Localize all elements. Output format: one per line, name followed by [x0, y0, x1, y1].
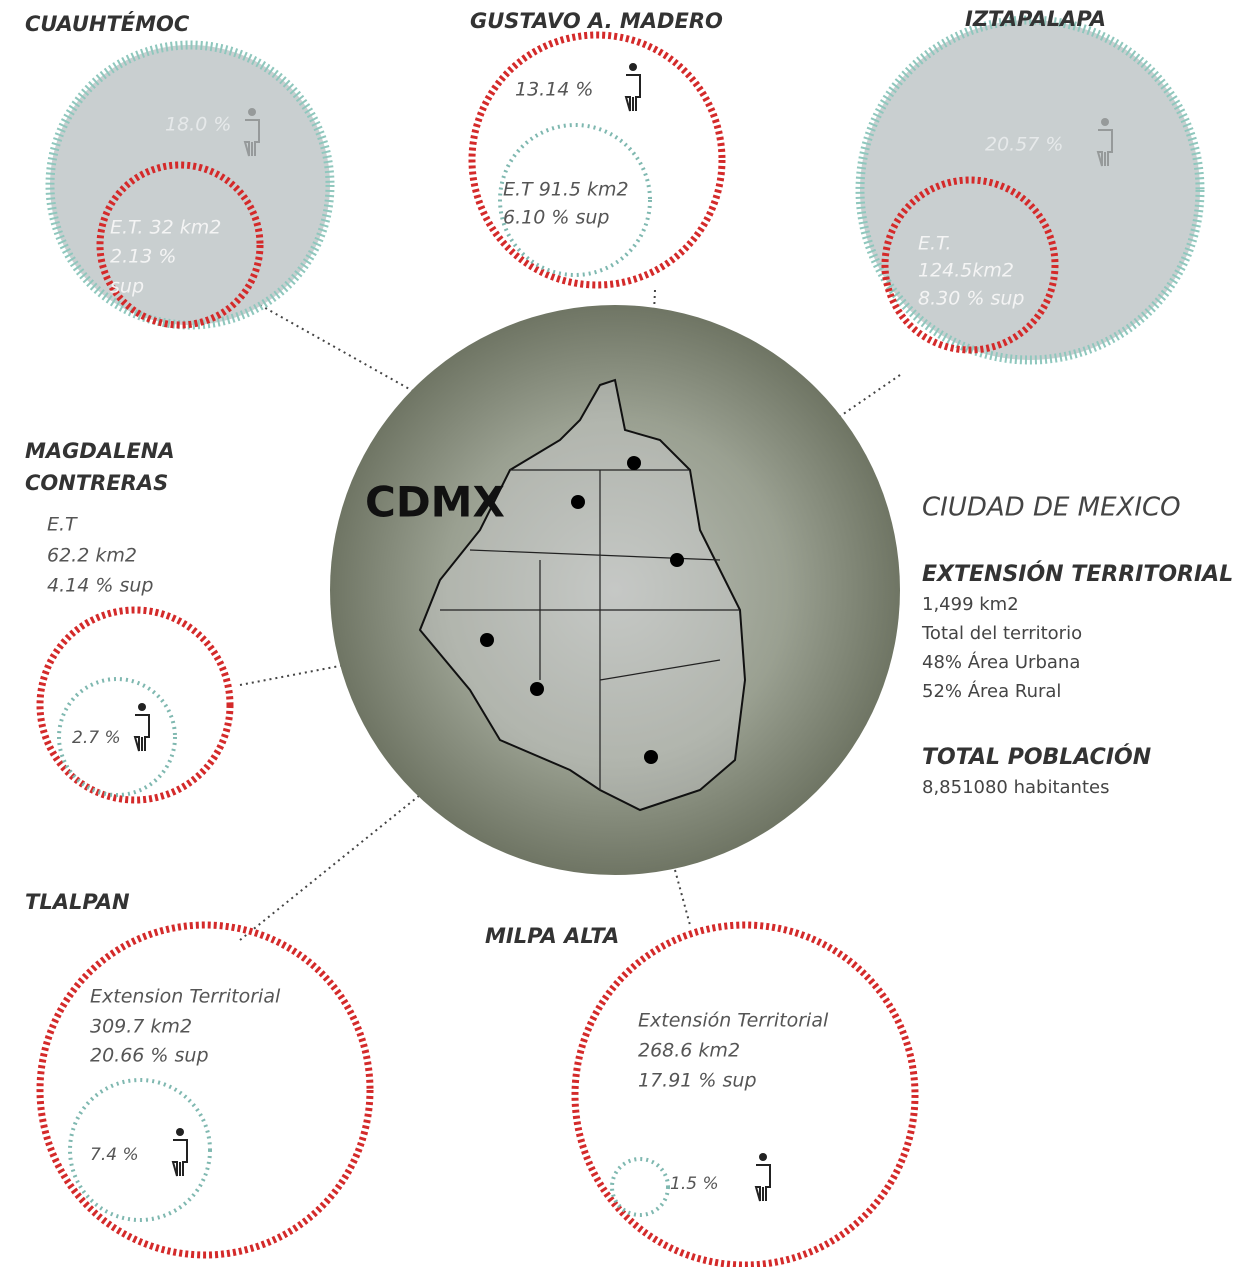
detail: E.T. 32 km2 [110, 217, 221, 239]
summary: CIUDAD DE MEXICO EXTENSIÓN TERRITORIAL 1… [921, 493, 1233, 799]
summary-line: 1,499 km2 [922, 594, 1019, 615]
district-name: CONTRERAS [25, 471, 168, 495]
summary-heading: EXTENSIÓN TERRITORIAL [922, 561, 1233, 587]
district-name: IZTAPALAPA [965, 7, 1106, 31]
detail: 2.13 % [110, 246, 176, 268]
detail: E.T [47, 514, 78, 536]
summary-line: 52% Área Rural [922, 680, 1061, 702]
district-name: GUSTAVO A. MADERO [470, 9, 723, 33]
center-label: CDMX [365, 478, 505, 527]
population: 1.5 % [670, 1174, 719, 1194]
center-map: CDMX [330, 305, 900, 875]
district-name: CUAUHTÉMOC [25, 11, 190, 36]
detail: 17.91 % sup [638, 1070, 757, 1092]
summary-heading: TOTAL POBLACIÓN [922, 744, 1151, 770]
gustavo-a-madero: GUSTAVO A. MADERO 13.14 % E.T 91.5 km2 6… [470, 9, 723, 285]
milpa-alta: MILPA ALTA Extensión Territorial 268.6 k… [485, 924, 915, 1265]
detail: 124.5km2 [918, 260, 1014, 282]
population: 20.57 % [985, 134, 1064, 156]
cuauhtemoc: CUAUHTÉMOC 18.0 % E.T. 32 km2 2.13 % sup [25, 11, 330, 325]
population: 18.0 % [165, 114, 231, 136]
detail: E.T. [918, 233, 951, 255]
detail: Extensión Territorial [638, 1010, 829, 1032]
detail: 268.6 km2 [638, 1040, 740, 1062]
tlalpan: TLALPAN Extension Territorial 309.7 km2 … [25, 890, 370, 1255]
detail: Extension Territorial [90, 986, 281, 1008]
magdalena-contreras: MAGDALENA CONTRERAS E.T 62.2 km2 4.14 % … [25, 439, 230, 800]
detail: 20.66 % sup [90, 1045, 209, 1067]
population: 2.7 % [72, 728, 121, 748]
district-name: TLALPAN [25, 890, 130, 914]
detail: 62.2 km2 [47, 545, 137, 567]
detail: sup [110, 276, 144, 298]
summary-line: Total del territorio [921, 623, 1082, 644]
infographic: CDMX CUAUHTÉMOC 18.0 % E.T. 32 km2 2.13 … [0, 0, 1244, 1267]
district-name: MILPA ALTA [485, 924, 619, 948]
detail: 309.7 km2 [90, 1016, 192, 1038]
detail: E.T 91.5 km2 [503, 179, 629, 201]
detail: 8.30 % sup [918, 288, 1024, 310]
detail: 6.10 % sup [503, 207, 609, 229]
detail: 4.14 % sup [47, 575, 153, 597]
population: 7.4 % [90, 1145, 139, 1165]
summary-line: 8,851080 habitantes [922, 777, 1109, 798]
population: 13.14 % [515, 79, 594, 101]
summary-title: CIUDAD DE MEXICO [922, 493, 1181, 523]
iztapalapa: IZTAPALAPA 20.57 % E.T. 124.5km2 8.30 % … [860, 7, 1200, 360]
summary-line: 48% Área Urbana [922, 651, 1080, 673]
district-name: MAGDALENA [25, 439, 175, 463]
